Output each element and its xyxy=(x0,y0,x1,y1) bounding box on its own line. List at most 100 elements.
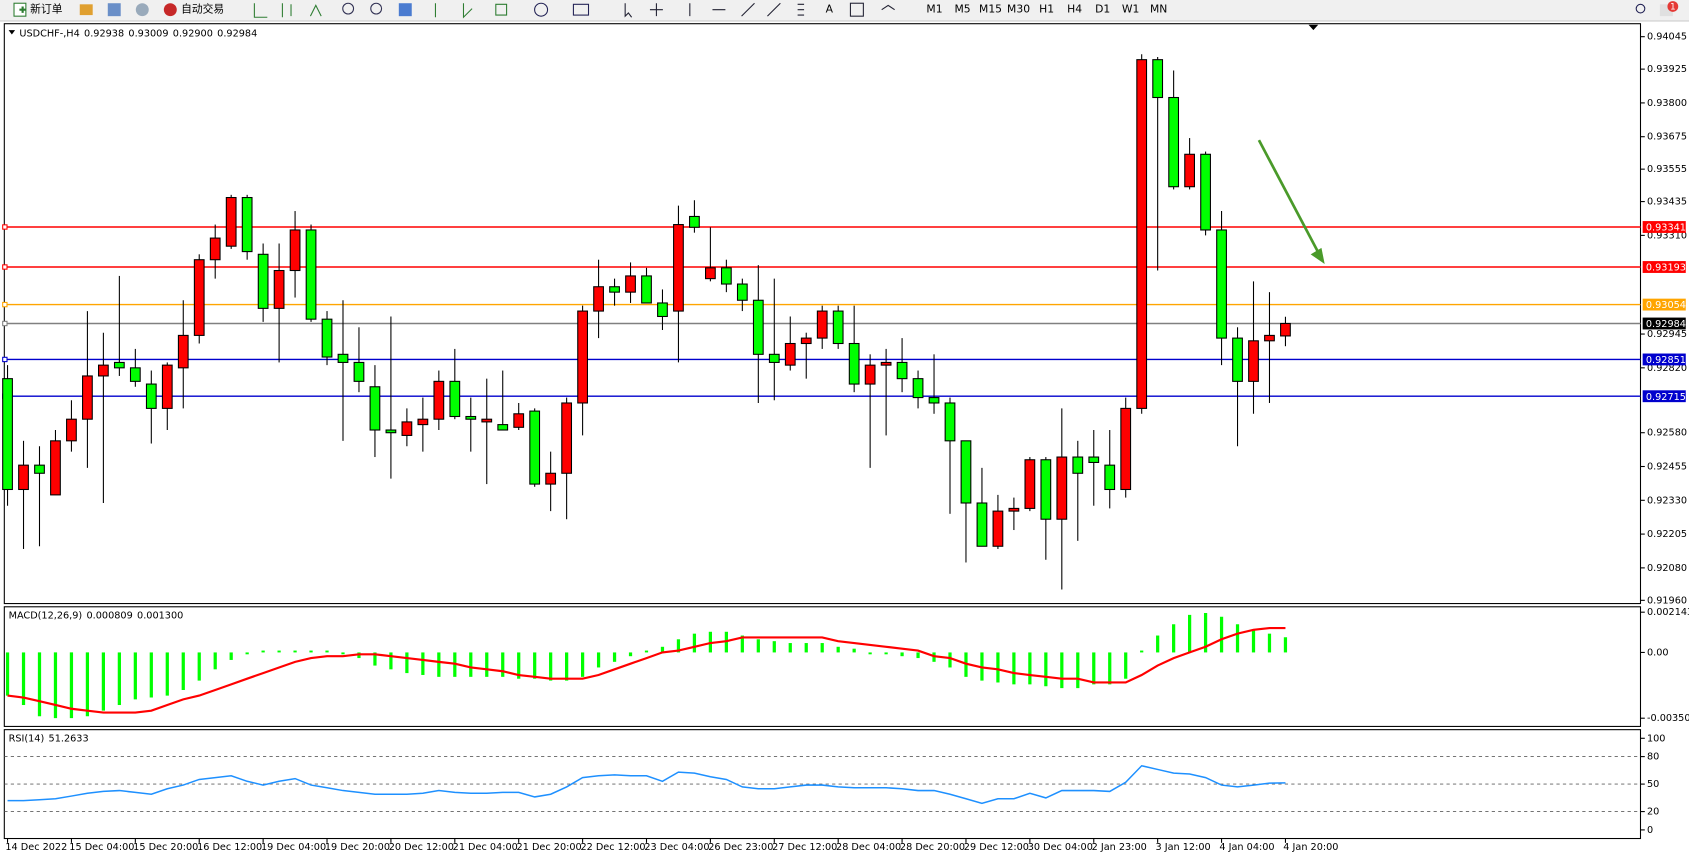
y-tick-label: 0.91960 xyxy=(1647,595,1687,606)
icon[interactable] xyxy=(624,2,805,18)
timeframe-button[interactable]: H4 xyxy=(1067,3,1082,16)
auto-trading-button[interactable]: 自动交易 xyxy=(163,3,224,17)
x-tick-label: 27 Dec 12:00 xyxy=(772,842,837,853)
candle-body xyxy=(513,413,525,428)
candle-body xyxy=(1072,456,1084,474)
price-label: 0.93341 xyxy=(1646,223,1686,234)
notification[interactable]: 1 xyxy=(1659,1,1679,17)
icon[interactable] xyxy=(572,3,590,16)
candle-body xyxy=(97,364,109,377)
candle-body xyxy=(273,269,285,309)
candle-body xyxy=(1168,96,1180,188)
candle-body xyxy=(1264,334,1275,342)
candle-body xyxy=(705,267,716,280)
price-label-box xyxy=(1642,390,1686,403)
timeframe-button[interactable]: MN xyxy=(1150,3,1167,16)
text-tool[interactable]: A xyxy=(826,3,834,16)
candle-body xyxy=(848,342,860,385)
icon[interactable] xyxy=(398,3,412,17)
candle-body xyxy=(577,310,588,404)
price-label: 0.93193 xyxy=(1646,263,1686,274)
x-tick-label: 2 Jan 23:00 xyxy=(1092,842,1147,853)
y-tick-label: 100 xyxy=(1647,733,1666,744)
icon[interactable] xyxy=(107,3,121,17)
timeframe-button[interactable]: D1 xyxy=(1095,3,1110,16)
icon[interactable] xyxy=(881,4,895,11)
candle-body xyxy=(417,418,429,426)
rsi-line xyxy=(7,764,1286,805)
y-tick-label: 0.93675 xyxy=(1647,132,1687,143)
candle-body xyxy=(241,196,253,253)
badge-count: 1 xyxy=(1670,3,1675,13)
ohlc-value: 0.93009 xyxy=(128,28,168,39)
price-label-box xyxy=(1642,298,1686,311)
charts: 0.94045 0.93925 0.93800 0.93675 0.93555 0.934… xyxy=(2,23,1689,853)
ohlc-value: 0.92938 xyxy=(84,28,124,39)
candle-body xyxy=(593,286,604,312)
candle-body xyxy=(816,310,828,339)
timeframe-button[interactable]: M30 xyxy=(1007,3,1030,16)
timeframe-button[interactable]: M1 xyxy=(926,3,942,16)
ohlc-value: 0.92984 xyxy=(217,28,257,39)
icon[interactable] xyxy=(370,2,383,15)
candle-body xyxy=(337,353,349,363)
candle-body xyxy=(289,229,301,272)
x-tick-label: 26 Dec 23:00 xyxy=(708,842,773,853)
ohlc-value: 0.92900 xyxy=(173,28,213,39)
icon[interactable] xyxy=(534,2,549,17)
icon[interactable] xyxy=(79,4,93,16)
x-tick-label: 20 Dec 12:00 xyxy=(389,842,454,853)
x-tick-label: 15 Dec 20:00 xyxy=(133,842,198,853)
icon[interactable] xyxy=(849,2,864,17)
icon xyxy=(1659,4,1673,17)
candle-body xyxy=(225,196,237,247)
y-tick-label: 0.93925 xyxy=(1647,64,1687,75)
icon[interactable] xyxy=(434,3,508,19)
candle-body xyxy=(1136,59,1148,409)
icon[interactable] xyxy=(342,2,355,15)
x-tick-label: 19 Dec 04:00 xyxy=(261,842,326,853)
line-marker xyxy=(2,224,8,230)
y-tick-label: 0.92330 xyxy=(1647,495,1687,506)
indicator-value: 51.2633 xyxy=(49,733,89,744)
line-marker xyxy=(2,301,8,308)
candle-body xyxy=(976,502,988,547)
price-label-box xyxy=(1642,261,1686,273)
candle-body xyxy=(145,383,157,409)
candle-body xyxy=(657,302,668,318)
price-label-box xyxy=(1642,353,1686,366)
x-tick-label: 23 Dec 04:00 xyxy=(644,842,709,853)
icon[interactable] xyxy=(253,3,322,18)
timeframe-button[interactable]: M5 xyxy=(954,3,970,16)
candle-body xyxy=(944,402,956,442)
candle-body xyxy=(34,464,45,474)
candle-body xyxy=(960,440,972,504)
timeframe-button[interactable]: W1 xyxy=(1122,3,1140,16)
candle-body xyxy=(129,367,141,382)
indicator-value: 0.000809 xyxy=(87,610,133,621)
y-tick-label: 20 xyxy=(1647,807,1659,818)
line-marker xyxy=(2,264,8,270)
toolbar: 新订单 自动交易 A M1 M5 M15 M30 H1 H4 D1 W1 MN 1 xyxy=(0,0,1689,22)
x-tick-label: 21 Dec 04:00 xyxy=(453,842,518,853)
new-order-button[interactable]: 新订单 xyxy=(13,2,63,17)
search-icon[interactable] xyxy=(1635,3,1646,14)
x-tick-label: 14 Dec 2022 xyxy=(5,842,67,853)
candle-body xyxy=(66,418,77,442)
indicator-value: 0.001300 xyxy=(137,610,183,621)
timeframe-button[interactable]: H1 xyxy=(1039,3,1054,16)
candle-body xyxy=(1232,337,1243,382)
candle-body xyxy=(641,275,652,304)
timeframe-button[interactable]: M15 xyxy=(979,3,1002,16)
candle-body xyxy=(449,380,461,418)
y-tick-label: 0.00 xyxy=(1647,647,1669,658)
symbol-title: USDCHF-,H4 xyxy=(19,28,79,39)
y-tick-label: 80 xyxy=(1647,752,1659,763)
line-marker xyxy=(2,320,8,327)
icon[interactable] xyxy=(135,3,149,17)
candle-body xyxy=(561,402,573,474)
candle-body xyxy=(1088,456,1100,463)
y-tick-label: 0.92080 xyxy=(1647,563,1687,574)
y-tick-label: 0.93435 xyxy=(1647,197,1687,208)
